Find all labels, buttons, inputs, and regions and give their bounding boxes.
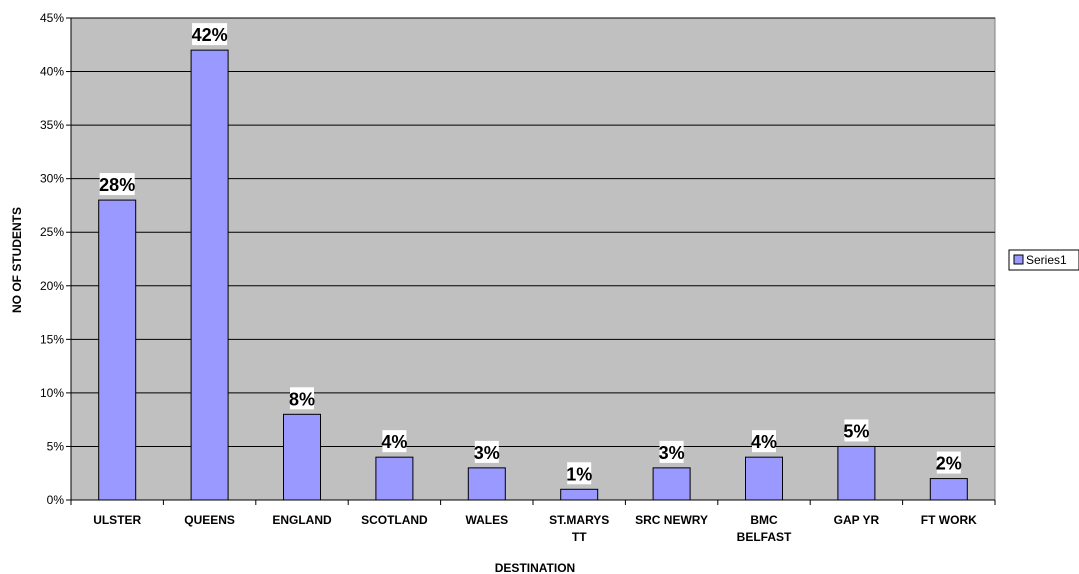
y-tick-label: 20%	[40, 279, 64, 293]
data-label: 42%	[192, 25, 228, 45]
x-category-label: SCOTLAND	[361, 513, 428, 527]
legend-box	[1008, 249, 1079, 271]
data-label: 28%	[99, 175, 135, 195]
y-tick-label: 40%	[40, 65, 64, 79]
y-axis-title: NO OF STUDENTS	[10, 207, 24, 313]
x-category-label: ENGLAND	[272, 513, 332, 527]
y-tick-label: 10%	[40, 386, 64, 400]
bars	[98, 49, 968, 501]
data-label-background	[659, 440, 684, 463]
x-category-label: BMC BELFAST	[737, 513, 792, 544]
bar	[560, 488, 599, 501]
data-label-background	[192, 23, 228, 46]
data-label-background	[474, 440, 499, 463]
legend-swatch	[1013, 254, 1024, 265]
y-tick-label: 25%	[40, 225, 64, 239]
y-tick-label: 45%	[40, 11, 64, 25]
x-category-label: FT WORK	[921, 513, 977, 527]
bar	[190, 49, 229, 501]
y-tick-label: 15%	[40, 332, 64, 346]
legend: Series1	[1008, 249, 1079, 271]
x-axis-title: DESTINATION	[495, 561, 575, 574]
x-category-label: ST.MARYS TT	[549, 513, 609, 544]
data-label-background	[382, 430, 407, 453]
data-label-background	[936, 451, 961, 474]
bar	[745, 456, 783, 501]
y-tick-label: 35%	[40, 118, 64, 132]
bar	[652, 467, 691, 501]
y-tick-label: 30%	[40, 172, 64, 186]
data-label: 5%	[843, 421, 869, 441]
bar	[98, 199, 137, 501]
y-axis-ticks: 0% 5% 10% 15% 20% 25% 30% 35% 40% 45%	[40, 11, 71, 507]
data-labels: 28% 42% 8% 4% 3% 1% 3% 4% 5% 2%	[99, 23, 962, 485]
data-label: 4%	[751, 432, 777, 452]
legend-label: Series1	[1026, 253, 1067, 267]
data-label: 8%	[289, 389, 315, 409]
data-label: 4%	[381, 432, 407, 452]
x-category-label: SRC NEWRY	[635, 513, 708, 527]
data-label-background	[567, 462, 592, 485]
data-label: 2%	[936, 454, 962, 474]
y-tick-label: 0%	[47, 493, 65, 507]
data-label: 3%	[474, 443, 500, 463]
x-category-label: QUEENS	[184, 513, 235, 527]
x-category-label: GAP YR	[834, 513, 880, 527]
y-tick-label: 5%	[47, 439, 65, 453]
data-label-background	[844, 419, 869, 442]
x-category-label: WALES	[465, 513, 508, 527]
bar	[929, 478, 968, 501]
bar	[375, 456, 414, 501]
data-label-background	[99, 173, 135, 196]
data-label: 3%	[659, 443, 685, 463]
x-axis-categories: ULSTER QUEENS ENGLAND SCOTLAND WALES ST.MARYS…	[70, 500, 996, 544]
bar	[837, 445, 876, 501]
data-label-background	[290, 387, 314, 410]
data-label: 1%	[566, 464, 592, 484]
bar	[467, 467, 506, 501]
bar	[283, 413, 321, 501]
x-category-label: ULSTER	[93, 513, 141, 527]
data-label-background	[752, 430, 776, 453]
